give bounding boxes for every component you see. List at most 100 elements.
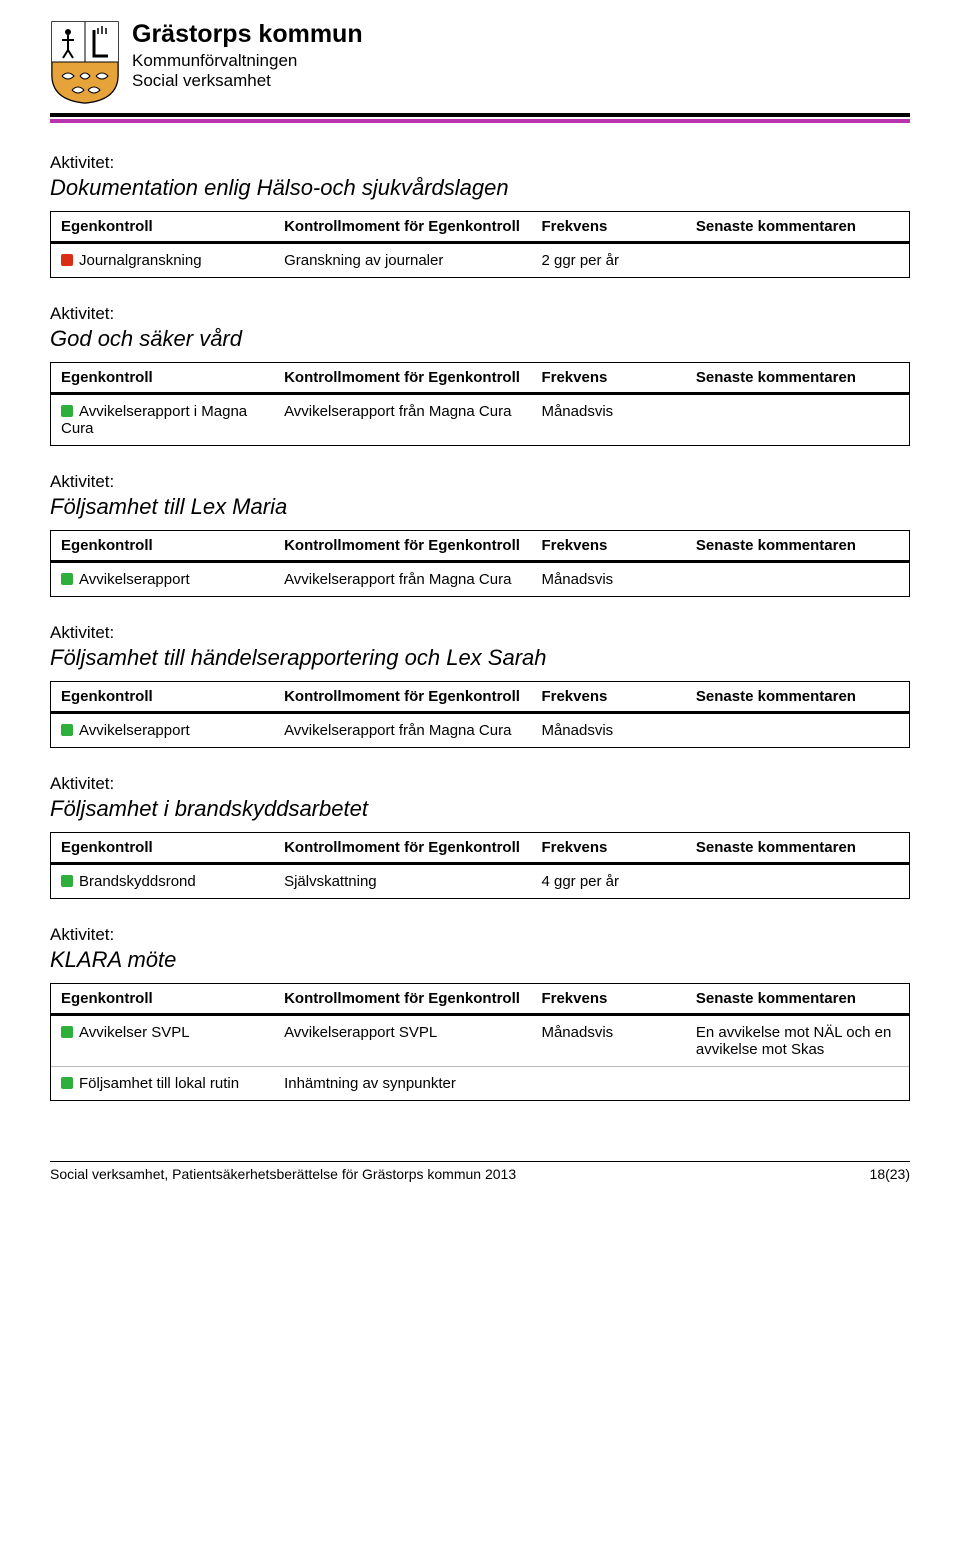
th-kontrollmoment: Kontrollmoment för Egenkontroll: [274, 363, 531, 395]
cell-frekvens: [531, 1066, 685, 1100]
status-green-icon: [61, 875, 73, 887]
egenkontroll-table: EgenkontrollKontrollmoment för Egenkontr…: [50, 832, 910, 899]
egenkontroll-text: Följsamhet till lokal rutin: [79, 1075, 239, 1092]
dept-line-2: Social verksamhet: [132, 71, 363, 91]
th-frekvens: Frekvens: [531, 531, 685, 563]
cell-frekvens: Månadsvis: [531, 395, 685, 445]
activity-label: Aktivitet:: [50, 774, 910, 794]
activity-block: Aktivitet:Följsamhet till händelserappor…: [50, 623, 910, 748]
th-kontrollmoment: Kontrollmoment för Egenkontroll: [274, 833, 531, 865]
activity-title: Dokumentation enlig Hälso-och sjukvårdsl…: [50, 175, 910, 201]
th-egenkontroll: Egenkontroll: [51, 212, 274, 244]
cell-kommentar: [686, 563, 909, 596]
activities-container: Aktivitet:Dokumentation enlig Hälso-och …: [50, 153, 910, 1101]
cell-kontrollmoment: Granskning av journaler: [274, 244, 531, 277]
activity-label: Aktivitet:: [50, 153, 910, 173]
page-footer: Social verksamhet, Patientsäkerhetsberät…: [50, 1161, 910, 1182]
cell-egenkontroll: Avvikelserapport: [51, 563, 274, 596]
th-egenkontroll: Egenkontroll: [51, 531, 274, 563]
activity-label: Aktivitet:: [50, 472, 910, 492]
th-kontrollmoment: Kontrollmoment för Egenkontroll: [274, 531, 531, 563]
egenkontroll-table: EgenkontrollKontrollmoment för Egenkontr…: [50, 681, 910, 748]
th-senaste: Senaste kommentaren: [686, 833, 909, 865]
cell-egenkontroll: Brandskyddsrond: [51, 865, 274, 898]
cell-frekvens: 2 ggr per år: [531, 244, 685, 277]
table-row: Brandskyddsrond Självskattning4 ggr per å…: [51, 865, 909, 898]
th-senaste: Senaste kommentaren: [686, 682, 909, 714]
egenkontroll-text: Journalgranskning: [79, 252, 202, 269]
activity-block: Aktivitet:Följsamhet i brandskyddsarbete…: [50, 774, 910, 899]
cell-egenkontroll: Avvikelserapport i Magna Cura: [51, 395, 274, 445]
document-header: Grästorps kommun Kommunförvaltningen Soc…: [50, 20, 910, 105]
table-row: Avvikelserapport Avvikelserapport från Ma…: [51, 714, 909, 747]
egenkontroll-text: Avvikelserapport: [79, 722, 190, 739]
activity-block: Aktivitet:Följsamhet till Lex Maria Egenk…: [50, 472, 910, 597]
activity-label: Aktivitet:: [50, 925, 910, 945]
cell-kontrollmoment: Avvikelserapport SVPL: [274, 1016, 531, 1066]
cell-frekvens: Månadsvis: [531, 1016, 685, 1066]
cell-kommentar: [686, 395, 909, 445]
th-frekvens: Frekvens: [531, 363, 685, 395]
th-senaste: Senaste kommentaren: [686, 531, 909, 563]
cell-egenkontroll: Journalgranskning: [51, 244, 274, 277]
status-red-icon: [61, 254, 73, 266]
cell-frekvens: Månadsvis: [531, 563, 685, 596]
cell-kommentar: [686, 1066, 909, 1100]
th-egenkontroll: Egenkontroll: [51, 984, 274, 1016]
cell-kontrollmoment: Avvikelserapport från Magna Cura: [274, 563, 531, 596]
th-senaste: Senaste kommentaren: [686, 984, 909, 1016]
table-row: Journalgranskning Granskning av journaler…: [51, 244, 909, 277]
cell-egenkontroll: Avvikelserapport: [51, 714, 274, 747]
cell-kommentar: En avvikelse mot NÄL och en avvikelse mo…: [686, 1016, 909, 1066]
cell-frekvens: 4 ggr per år: [531, 865, 685, 898]
activity-title: Följsamhet till Lex Maria: [50, 494, 910, 520]
egenkontroll-table: EgenkontrollKontrollmoment för Egenkontr…: [50, 530, 910, 597]
th-frekvens: Frekvens: [531, 682, 685, 714]
th-kontrollmoment: Kontrollmoment för Egenkontroll: [274, 212, 531, 244]
cell-kontrollmoment: Inhämtning av synpunkter: [274, 1066, 531, 1100]
cell-kommentar: [686, 244, 909, 277]
th-frekvens: Frekvens: [531, 984, 685, 1016]
header-text-block: Grästorps kommun Kommunförvaltningen Soc…: [132, 20, 363, 91]
table-row: Följsamhet till lokal rutin Inhämtning av…: [51, 1066, 909, 1100]
table-row: Avvikelser SVPL Avvikelserapport SVPLMåna…: [51, 1016, 909, 1066]
status-green-icon: [61, 573, 73, 585]
egenkontroll-text: Avvikelserapport i Magna Cura: [61, 403, 247, 437]
activity-label: Aktivitet:: [50, 623, 910, 643]
header-rule: [50, 113, 910, 123]
status-green-icon: [61, 405, 73, 417]
org-name: Grästorps kommun: [132, 20, 363, 49]
activity-title: Följsamhet till händelserapportering och…: [50, 645, 910, 671]
cell-kontrollmoment: Avvikelserapport från Magna Cura: [274, 395, 531, 445]
table-row: Avvikelserapport i Magna Cura Avvikelsera…: [51, 395, 909, 445]
th-senaste: Senaste kommentaren: [686, 212, 909, 244]
egenkontroll-text: Brandskyddsrond: [79, 873, 196, 890]
status-green-icon: [61, 1026, 73, 1038]
cell-kontrollmoment: Avvikelserapport från Magna Cura: [274, 714, 531, 747]
activity-block: Aktivitet:God och säker vård Egenkontroll…: [50, 304, 910, 446]
egenkontroll-table: EgenkontrollKontrollmoment för Egenkontr…: [50, 362, 910, 446]
egenkontroll-text: Avvikelser SVPL: [79, 1024, 190, 1041]
egenkontroll-text: Avvikelserapport: [79, 571, 190, 588]
activity-title: God och säker vård: [50, 326, 910, 352]
activity-block: Aktivitet:Dokumentation enlig Hälso-och …: [50, 153, 910, 278]
th-kontrollmoment: Kontrollmoment för Egenkontroll: [274, 984, 531, 1016]
cell-egenkontroll: Avvikelser SVPL: [51, 1016, 274, 1066]
municipality-shield-icon: [50, 20, 120, 105]
cell-egenkontroll: Följsamhet till lokal rutin: [51, 1066, 274, 1100]
cell-kommentar: [686, 865, 909, 898]
th-egenkontroll: Egenkontroll: [51, 682, 274, 714]
status-green-icon: [61, 1077, 73, 1089]
th-egenkontroll: Egenkontroll: [51, 833, 274, 865]
th-egenkontroll: Egenkontroll: [51, 363, 274, 395]
dept-line-1: Kommunförvaltningen: [132, 51, 363, 71]
cell-kontrollmoment: Självskattning: [274, 865, 531, 898]
activity-title: KLARA möte: [50, 947, 910, 973]
th-frekvens: Frekvens: [531, 212, 685, 244]
footer-page-number: 18(23): [870, 1166, 910, 1182]
table-row: Avvikelserapport Avvikelserapport från Ma…: [51, 563, 909, 596]
egenkontroll-table: EgenkontrollKontrollmoment för Egenkontr…: [50, 211, 910, 278]
activity-title: Följsamhet i brandskyddsarbetet: [50, 796, 910, 822]
activity-block: Aktivitet:KLARA möte EgenkontrollKontroll…: [50, 925, 910, 1101]
activity-label: Aktivitet:: [50, 304, 910, 324]
